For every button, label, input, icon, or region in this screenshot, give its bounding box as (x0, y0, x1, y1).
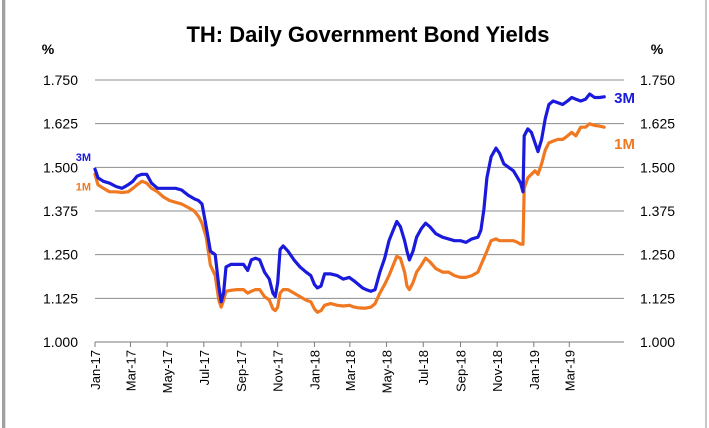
series-label-start-3m: 3M (76, 152, 91, 164)
x-tick-label: Nov-18 (490, 350, 505, 392)
frame-right-border (705, 0, 707, 428)
y-tick-label-left: 1.625 (43, 116, 78, 132)
x-tick-label: Jan-19 (527, 350, 542, 390)
y-tick-label-right: 1.375 (640, 203, 675, 219)
y-tick-label-left: 1.375 (43, 203, 78, 219)
y-axis-left-ticks: 1.000 1.125 1.250 1.375 1.500 1.625 1.750 (43, 72, 78, 350)
y-tick-label-left: 1.500 (43, 159, 78, 175)
x-tick-label: Mar-17 (123, 350, 138, 391)
y-tick-label-right: 1.500 (640, 159, 675, 175)
x-tick-label: Mar-19 (562, 350, 577, 391)
y-tick-label-right: 1.250 (640, 247, 675, 263)
y-tick-label-left: 1.750 (43, 72, 78, 88)
frame-left-border (2, 0, 5, 428)
y-tick-label-left: 1.250 (43, 247, 78, 263)
x-tick-label: Nov-17 (271, 350, 286, 392)
chart-title: TH: Daily Government Bond Yields (186, 22, 549, 47)
series-label-start-1m: 1M (76, 181, 91, 193)
x-tick-label: Jan-17 (88, 350, 103, 390)
y-tick-label-right: 1.625 (640, 116, 675, 132)
y-tick-label-right: 1.750 (640, 72, 675, 88)
y-axis-right-label: % (651, 41, 664, 57)
y-tick-label-right: 1.000 (640, 334, 675, 350)
y-tick-label-right: 1.125 (640, 290, 675, 306)
series-line-1m (93, 122, 606, 314)
series-lines (93, 92, 606, 314)
x-tick-label: Jul-17 (197, 350, 212, 385)
y-tick-label-left: 1.125 (43, 290, 78, 306)
x-axis-ticks: Jan-17 Mar-17 May-17 Jul-17 Sep-17 Nov-17 Jan-… (88, 342, 577, 393)
x-tick-label: Jul-18 (416, 350, 431, 385)
frame-left-border-inner (5, 0, 6, 428)
y-axis-left-label: % (42, 41, 55, 57)
x-tick-label: May-17 (160, 350, 175, 393)
x-tick-label: Mar-18 (343, 350, 358, 391)
series-line-3m (93, 92, 606, 304)
x-tick-label: Sep-18 (453, 350, 468, 392)
y-tick-label-left: 1.000 (43, 334, 78, 350)
series-label-end-1m: 1M (614, 136, 635, 153)
gridlines (95, 79, 624, 299)
y-axis-right-ticks: 1.000 1.125 1.250 1.375 1.500 1.625 1.750 (640, 72, 675, 350)
x-tick-label: May-18 (380, 350, 395, 393)
series-label-end-3m: 3M (614, 90, 635, 107)
series-labels: 3M 3M 1M 1M (76, 90, 635, 194)
x-tick-label: Sep-17 (234, 350, 249, 392)
x-tick-label: Jan-18 (307, 350, 322, 390)
